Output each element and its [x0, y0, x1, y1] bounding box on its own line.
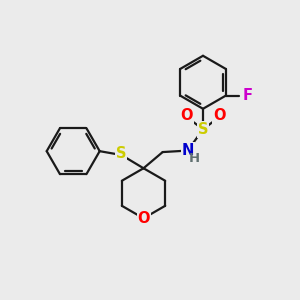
Text: S: S [198, 122, 208, 137]
Text: F: F [243, 88, 253, 103]
Text: O: O [137, 211, 150, 226]
Text: H: H [189, 152, 200, 165]
Text: S: S [116, 146, 127, 161]
Text: O: O [213, 108, 225, 123]
Text: N: N [182, 143, 194, 158]
Text: O: O [181, 108, 193, 123]
